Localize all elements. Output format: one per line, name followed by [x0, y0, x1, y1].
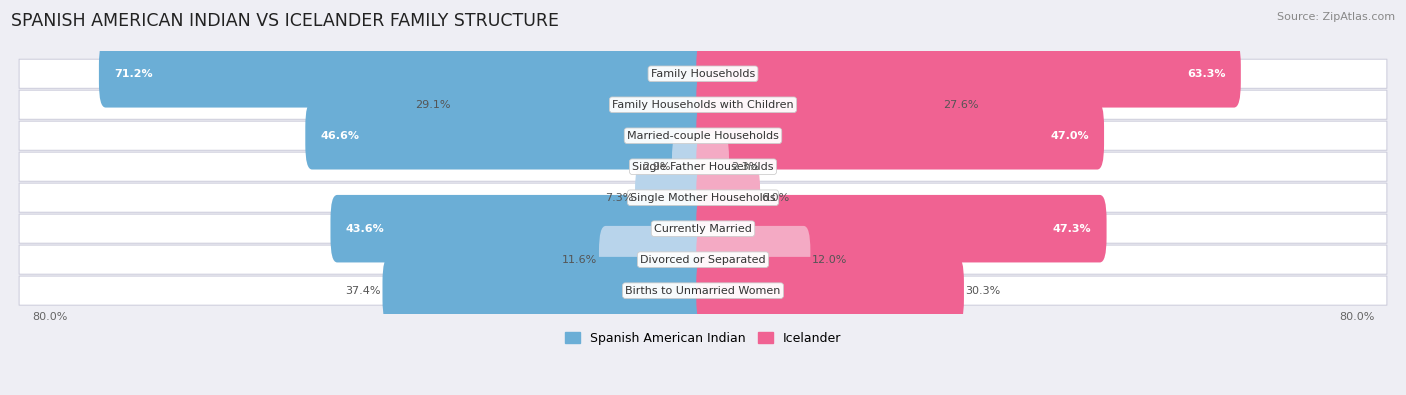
- Text: 37.4%: 37.4%: [346, 286, 381, 295]
- FancyBboxPatch shape: [696, 195, 1107, 262]
- Text: Single Mother Households: Single Mother Households: [630, 193, 776, 203]
- Text: Currently Married: Currently Married: [654, 224, 752, 234]
- Legend: Spanish American Indian, Icelander: Spanish American Indian, Icelander: [560, 327, 846, 350]
- FancyBboxPatch shape: [20, 152, 1386, 181]
- Text: Single Father Households: Single Father Households: [633, 162, 773, 172]
- Text: 47.3%: 47.3%: [1053, 224, 1091, 234]
- Text: Births to Unmarried Women: Births to Unmarried Women: [626, 286, 780, 295]
- Text: Married-couple Households: Married-couple Households: [627, 131, 779, 141]
- FancyBboxPatch shape: [696, 102, 1104, 169]
- FancyBboxPatch shape: [20, 214, 1386, 243]
- Text: 43.6%: 43.6%: [346, 224, 384, 234]
- Text: 46.6%: 46.6%: [321, 131, 360, 141]
- FancyBboxPatch shape: [636, 164, 710, 231]
- FancyBboxPatch shape: [20, 276, 1386, 305]
- FancyBboxPatch shape: [696, 40, 1241, 107]
- FancyBboxPatch shape: [20, 183, 1386, 212]
- Text: 2.9%: 2.9%: [641, 162, 671, 172]
- FancyBboxPatch shape: [20, 90, 1386, 119]
- Text: 63.3%: 63.3%: [1187, 69, 1226, 79]
- FancyBboxPatch shape: [696, 133, 728, 201]
- Text: 71.2%: 71.2%: [114, 69, 153, 79]
- Text: 80.0%: 80.0%: [32, 312, 67, 322]
- Text: 27.6%: 27.6%: [943, 100, 979, 110]
- FancyBboxPatch shape: [696, 257, 965, 324]
- Text: SPANISH AMERICAN INDIAN VS ICELANDER FAMILY STRUCTURE: SPANISH AMERICAN INDIAN VS ICELANDER FAM…: [11, 12, 560, 30]
- Text: 80.0%: 80.0%: [1339, 312, 1374, 322]
- Text: Source: ZipAtlas.com: Source: ZipAtlas.com: [1277, 12, 1395, 22]
- FancyBboxPatch shape: [98, 40, 710, 107]
- Text: 11.6%: 11.6%: [562, 255, 598, 265]
- Text: 47.0%: 47.0%: [1050, 131, 1090, 141]
- Text: 6.0%: 6.0%: [762, 193, 790, 203]
- Text: Family Households with Children: Family Households with Children: [612, 100, 794, 110]
- FancyBboxPatch shape: [305, 102, 710, 169]
- Text: 7.3%: 7.3%: [605, 193, 633, 203]
- FancyBboxPatch shape: [382, 257, 710, 324]
- FancyBboxPatch shape: [599, 226, 710, 293]
- FancyBboxPatch shape: [696, 71, 941, 139]
- FancyBboxPatch shape: [696, 164, 761, 231]
- FancyBboxPatch shape: [20, 59, 1386, 88]
- FancyBboxPatch shape: [20, 245, 1386, 274]
- Text: 2.3%: 2.3%: [731, 162, 759, 172]
- FancyBboxPatch shape: [453, 71, 710, 139]
- FancyBboxPatch shape: [672, 133, 710, 201]
- Text: 29.1%: 29.1%: [415, 100, 450, 110]
- FancyBboxPatch shape: [20, 121, 1386, 150]
- Text: Divorced or Separated: Divorced or Separated: [640, 255, 766, 265]
- FancyBboxPatch shape: [330, 195, 710, 262]
- Text: 30.3%: 30.3%: [966, 286, 1001, 295]
- FancyBboxPatch shape: [696, 226, 810, 293]
- Text: 12.0%: 12.0%: [813, 255, 848, 265]
- Text: Family Households: Family Households: [651, 69, 755, 79]
